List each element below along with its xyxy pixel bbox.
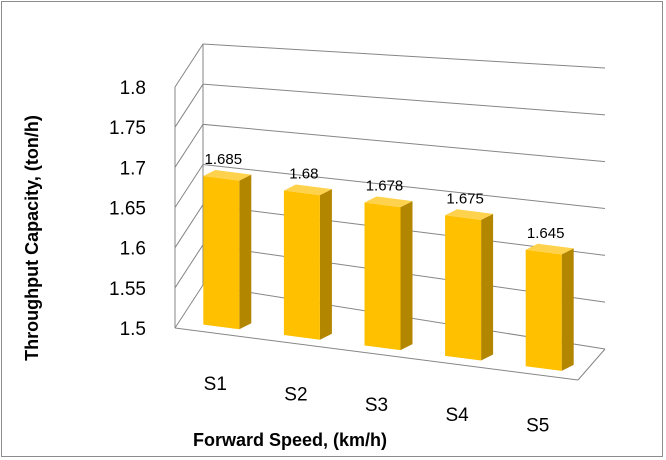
y-tick-label: 1.5: [120, 319, 146, 340]
gridline: [174, 83, 606, 128]
x-tick-labels: S1 S2 S3 S4 S5: [204, 374, 550, 437]
y-tick-label: 1.65: [109, 199, 146, 220]
bars: [203, 170, 574, 371]
bar-front-face: [445, 215, 482, 361]
bar: [364, 196, 413, 351]
x-tick-label: S5: [526, 416, 549, 437]
y-tick-label: 1.8: [120, 78, 146, 99]
bar: [445, 209, 494, 361]
bar-top-face: [445, 209, 494, 220]
data-label: 1.675: [446, 190, 484, 207]
x-axis-title: Forward Speed, (km/h): [193, 430, 387, 450]
floor-right-edge: [577, 348, 606, 381]
data-label: 1.645: [527, 225, 565, 242]
bar-front-face: [364, 202, 401, 351]
bar-front-face: [203, 176, 240, 330]
bar-top-face: [364, 196, 413, 208]
bar-top-face: [203, 170, 252, 181]
x-tick-label: S1: [204, 374, 227, 395]
bar-side-face: [239, 174, 252, 330]
x-tick-label: S2: [284, 384, 307, 405]
x-tick-label: S3: [365, 395, 388, 416]
x-tick-label: S4: [445, 405, 469, 426]
bar-side-face: [400, 201, 413, 351]
y-tick-label: 1.55: [109, 279, 146, 300]
y-axis-title: Throughput Capacity, (ton/h): [22, 115, 42, 361]
data-labels: 1.685 1.68 1.678 1.675 1.645: [205, 151, 565, 242]
floor-front-edge: [174, 327, 579, 381]
y-tick-label: 1.75: [109, 118, 146, 139]
gridline: [174, 43, 606, 88]
data-label: 1.678: [366, 177, 404, 194]
bar-top-face: [525, 243, 574, 255]
bar-side-face: [561, 248, 574, 371]
bar-side-face: [481, 213, 494, 361]
bar: [283, 184, 332, 340]
bar-front-face: [525, 249, 562, 371]
y-tick-labels: 1.5 1.55 1.6 1.65 1.7 1.75 1.8: [109, 78, 146, 340]
data-label: 1.685: [205, 151, 243, 168]
bar: [525, 243, 574, 371]
bar: [203, 170, 252, 330]
bar-top-face: [283, 184, 332, 196]
bar-side-face: [319, 189, 332, 340]
y-tick-label: 1.7: [120, 158, 146, 179]
bar-front-face: [283, 190, 320, 340]
data-label: 1.68: [289, 165, 318, 182]
y-tick-label: 1.6: [120, 239, 146, 260]
